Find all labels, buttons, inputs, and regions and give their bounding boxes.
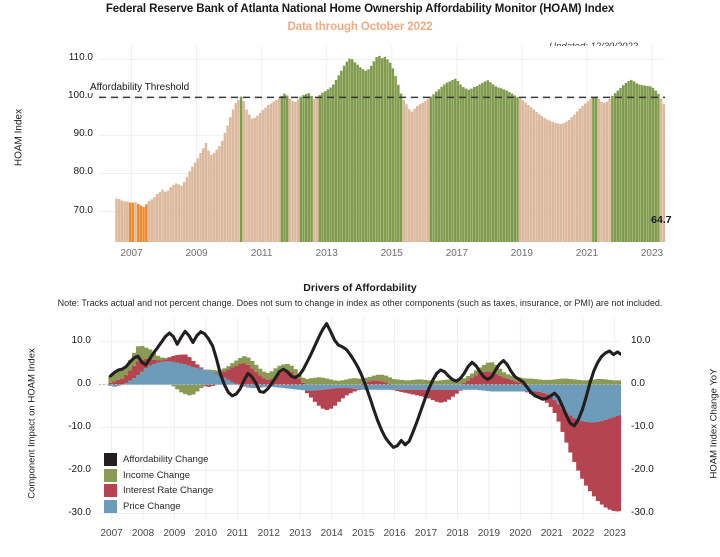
x-tick-label: 2011: [250, 248, 273, 259]
y-tick-label-left: 10.0: [71, 334, 91, 346]
x-tick-label: 2023: [603, 528, 626, 539]
legend-swatch-income-change: [104, 468, 117, 482]
y-tick-label-left: -20.0: [68, 463, 91, 475]
affordability-threshold-label: Affordability Threshold: [88, 82, 192, 94]
x-tick-label: 2021: [575, 248, 599, 259]
x-tick-label: 2013: [315, 248, 338, 259]
x-tick-label: 2016: [383, 528, 406, 539]
y-tick-label-right: 10.0: [631, 334, 651, 346]
last-value-label: 64.7: [651, 213, 672, 226]
x-tick-label: 2010: [194, 528, 218, 539]
x-tick-label: 2017: [414, 528, 438, 539]
x-tick-label: 2015: [352, 528, 375, 539]
legend-label: Income Change: [123, 469, 191, 481]
lower-chart-note: Note: Tracks actual and not percent chan…: [57, 298, 663, 308]
x-tick-label: 2009: [185, 248, 208, 259]
lower-chart-title: Drivers of Affordability: [303, 282, 417, 294]
y-tick-label: 110.0: [68, 52, 93, 64]
legend-swatch-affordability-change: [104, 453, 117, 467]
drivers-of-affordability-chart: [99, 318, 621, 520]
y-tick-label: 70.0: [73, 204, 93, 216]
legend-swatch-price-change: [104, 499, 117, 513]
legend-label: Price Change: [123, 500, 181, 512]
y-tick-label: 80.0: [73, 166, 93, 178]
x-tick-label: 2008: [131, 528, 155, 539]
lower-chart-right-axis-title: HOAM Index Change YoY: [708, 368, 720, 479]
x-tick-label: 2007: [100, 528, 123, 539]
x-tick-label: 2007: [120, 248, 143, 259]
legend-item[interactable]: Price Change: [104, 499, 213, 515]
x-tick-label: 2022: [572, 528, 595, 539]
legend-item[interactable]: Income Change: [104, 468, 213, 484]
x-tick-label: 2011: [226, 528, 249, 539]
x-tick-label: 2012: [257, 528, 280, 539]
x-tick-label: 2017: [445, 248, 468, 259]
y-tick-label: 100.0: [67, 90, 93, 102]
top-chart-y-axis-title: HOAM Index: [13, 108, 25, 167]
page-title: Federal Reserve Bank of Atlanta National…: [105, 3, 615, 15]
x-tick-label: 2009: [163, 528, 186, 539]
legend-label: Affordability Change: [123, 454, 209, 466]
x-tick-label: 2020: [509, 528, 532, 539]
x-tick-label: 2013: [289, 528, 312, 539]
legend-item[interactable]: Affordability Change: [104, 452, 213, 468]
lower-chart-left-axis-title: Component Impact on HOAM Index: [26, 348, 38, 499]
y-tick-label-right: -30.0: [631, 506, 654, 518]
y-tick-label-left: -30.0: [68, 506, 91, 518]
y-tick-label-left: 0.0: [77, 377, 91, 389]
y-tick-label: 90.0: [73, 128, 93, 140]
x-tick-label: 2014: [320, 528, 343, 539]
x-tick-label: 2015: [380, 248, 403, 259]
legend-swatch-interest-rate-change: [104, 484, 117, 498]
legend-item[interactable]: Interest Rate Change: [104, 483, 213, 499]
x-tick-label: 2021: [540, 528, 563, 539]
y-tick-label-right: 0.0: [631, 377, 645, 389]
page-subtitle: Data through October 2022: [287, 21, 433, 33]
hoam-index-chart: [99, 46, 665, 242]
legend-label: Interest Rate Change: [123, 485, 214, 497]
y-tick-label-left: -10.0: [68, 420, 91, 432]
x-tick-label: 2019: [510, 248, 533, 259]
drivers-legend: Affordability Change Income Change Inter…: [104, 452, 213, 514]
x-tick-label: 2018: [446, 528, 469, 539]
x-tick-label: 2023: [640, 248, 664, 259]
y-tick-label-right: -10.0: [631, 420, 654, 432]
x-tick-label: 2019: [477, 528, 501, 539]
y-tick-label-right: -20.0: [631, 463, 654, 475]
